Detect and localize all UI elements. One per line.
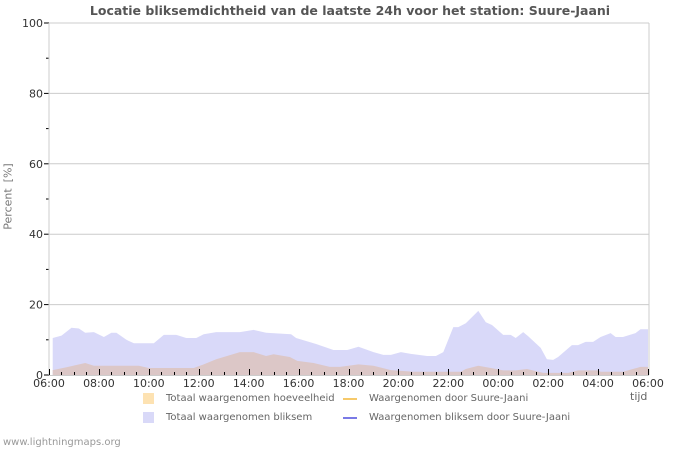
legend-label: Waargenomen bliksem door Suure-Jaani [369,412,571,423]
x-tick-label: 08:00 [83,377,115,390]
legend-item-station-lightning: Waargenomen bliksem door Suure-Jaani [343,412,570,423]
legend-item-total-amount: Totaal waargenomen hoeveelheid [143,393,335,404]
legend-swatch-blue-line [343,416,357,419]
area-total-amount [52,352,648,375]
chart-title: Locatie bliksemdichtheid van de laatste … [89,3,611,18]
legend-item-total-lightning: Totaal waargenomen bliksem [143,412,312,423]
legend-swatch-orange-line [343,397,357,400]
x-axis-label: tijd [630,390,648,403]
legend-swatch-orange-square [143,393,154,404]
x-tick-label: 12:00 [183,377,215,390]
legend-label: Totaal waargenomen bliksem [166,412,313,423]
x-tick-label: 02:00 [532,377,564,390]
x-tick-label: 16:00 [283,377,315,390]
x-tick-label: 06:00 [33,377,65,390]
x-tick-label: 06:00 [632,377,664,390]
x-tick-label: 04:00 [582,377,614,390]
y-tick-label: 80 [29,87,43,100]
y-tick-label: 0 [36,369,43,382]
legend-item-station-observed: Waargenomen door Suure-Jaani [343,393,528,404]
y-tick-label: 40 [29,228,43,241]
source-credit: www.lightningmaps.org [3,437,121,448]
x-tick-label: 10:00 [133,377,165,390]
legend-label: Waargenomen door Suure-Jaani [369,393,529,404]
legend-swatch-lavender-square [143,412,154,423]
x-tick-label: 22:00 [432,377,464,390]
x-tick-label: 14:00 [233,377,265,390]
y-tick-label: 20 [29,299,43,312]
x-tick-label: 18:00 [333,377,365,390]
area-total-lightning [52,310,648,375]
y-tick-label: 100 [22,17,43,30]
legend-label: Totaal waargenomen hoeveelheid [166,393,335,404]
x-tick-label: 00:00 [482,377,514,390]
x-tick-label: 20:00 [383,377,415,390]
y-tick-label: 60 [29,158,43,171]
